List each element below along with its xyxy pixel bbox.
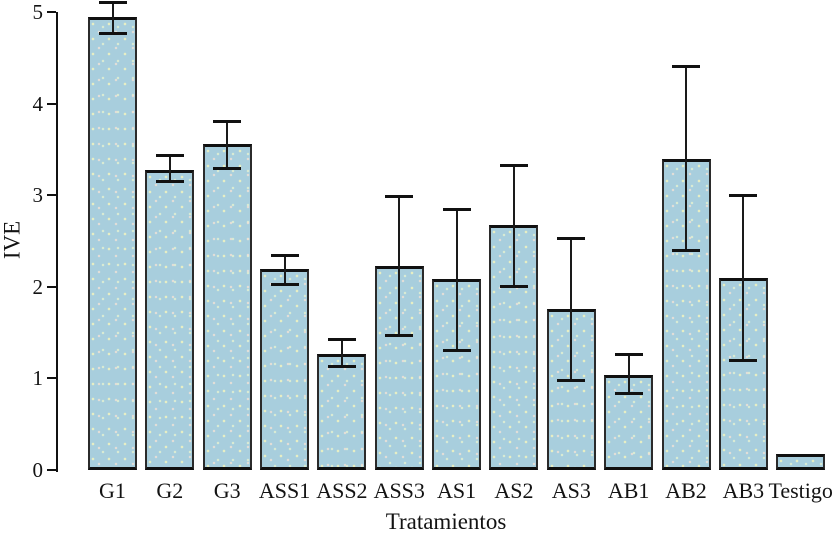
bar-G2 <box>145 169 195 470</box>
error-bar-G1 <box>111 2 114 34</box>
y-tick-mark-5 <box>47 11 56 13</box>
error-bar-ASS2 <box>340 339 343 367</box>
x-tick-label-ASS3: ASS3 <box>373 478 425 503</box>
x-tick-label-AB3: AB3 <box>722 478 765 503</box>
error-bar-ASS1 <box>283 255 286 285</box>
y-axis-line <box>56 12 58 472</box>
error-cap-top-AB1 <box>614 353 643 357</box>
y-tick-label-5: 5 <box>32 0 44 24</box>
error-cap-top-AS3 <box>557 236 586 240</box>
x-tick-label-AS3: AS3 <box>551 478 591 503</box>
x-axis-title: Tratamientos <box>385 509 507 534</box>
x-tick-label-Testigo: Testigo <box>768 478 833 503</box>
error-cap-bottom-ASS3 <box>385 333 414 337</box>
bar-ASS1 <box>260 269 310 470</box>
error-cap-bottom-AB1 <box>614 392 643 396</box>
error-cap-top-ASS2 <box>327 338 356 342</box>
error-bar-G2 <box>168 155 171 182</box>
x-tick-label-G3: G3 <box>213 478 241 503</box>
x-tick-label-AB2: AB2 <box>665 478 707 503</box>
error-cap-bottom-G3 <box>213 167 242 171</box>
error-bar-AB2 <box>685 66 687 251</box>
error-cap-bottom-ASS2 <box>327 364 356 368</box>
error-cap-top-AS2 <box>499 164 528 168</box>
bar-AS3 <box>546 308 596 470</box>
error-cap-bottom-AB2 <box>672 248 700 252</box>
error-cap-top-G2 <box>155 154 184 158</box>
error-bar-AS1 <box>455 209 458 351</box>
x-tick-label-G2: G2 <box>156 478 184 503</box>
x-tick-label-AS1: AS1 <box>437 478 477 503</box>
y-tick-mark-0 <box>47 469 56 471</box>
y-tick-label-3: 3 <box>32 183 44 208</box>
error-bar-AB1 <box>627 354 630 394</box>
error-cap-bottom-G2 <box>155 179 184 183</box>
error-cap-bottom-G1 <box>98 31 127 35</box>
error-cap-top-G3 <box>213 119 242 123</box>
y-tick-label-4: 4 <box>32 91 44 116</box>
error-bar-ASS3 <box>398 196 401 336</box>
error-bar-AS2 <box>512 165 515 287</box>
error-cap-top-AB2 <box>672 65 700 69</box>
error-cap-bottom-ASS1 <box>270 282 299 286</box>
error-cap-top-AB3 <box>729 193 758 197</box>
bar-ASS2 <box>317 353 367 470</box>
bar-G3 <box>202 143 252 470</box>
error-bar-AS3 <box>570 238 573 381</box>
y-tick-mark-2 <box>47 285 56 288</box>
y-tick-mark-3 <box>47 194 56 197</box>
bar-Testigo <box>776 453 826 470</box>
error-bar-G3 <box>226 121 229 169</box>
y-axis-title: IVE <box>0 220 25 260</box>
y-tick-label-2: 2 <box>32 274 44 299</box>
error-cap-top-G1 <box>98 1 127 5</box>
x-tick-label-AS2: AS2 <box>494 478 534 503</box>
error-cap-top-AS1 <box>442 208 471 212</box>
error-cap-bottom-AS2 <box>499 285 528 289</box>
error-cap-top-ASS1 <box>270 254 299 258</box>
error-cap-top-ASS3 <box>385 194 414 198</box>
error-bar-AB3 <box>742 195 745 361</box>
x-tick-label-ASS2: ASS2 <box>316 478 368 503</box>
bar-G1 <box>88 16 137 470</box>
y-tick-label-1: 1 <box>32 366 44 391</box>
error-cap-bottom-AB3 <box>729 359 758 363</box>
x-tick-label-ASS1: ASS1 <box>258 478 311 503</box>
y-tick-label-0: 0 <box>32 458 44 482</box>
error-cap-bottom-AS1 <box>442 349 471 353</box>
x-tick-label-AB1: AB1 <box>607 478 650 503</box>
error-cap-bottom-AS3 <box>557 378 586 382</box>
x-tick-label-G1: G1 <box>99 478 126 503</box>
y-tick-mark-4 <box>47 102 56 105</box>
y-tick-mark-1 <box>47 377 56 380</box>
